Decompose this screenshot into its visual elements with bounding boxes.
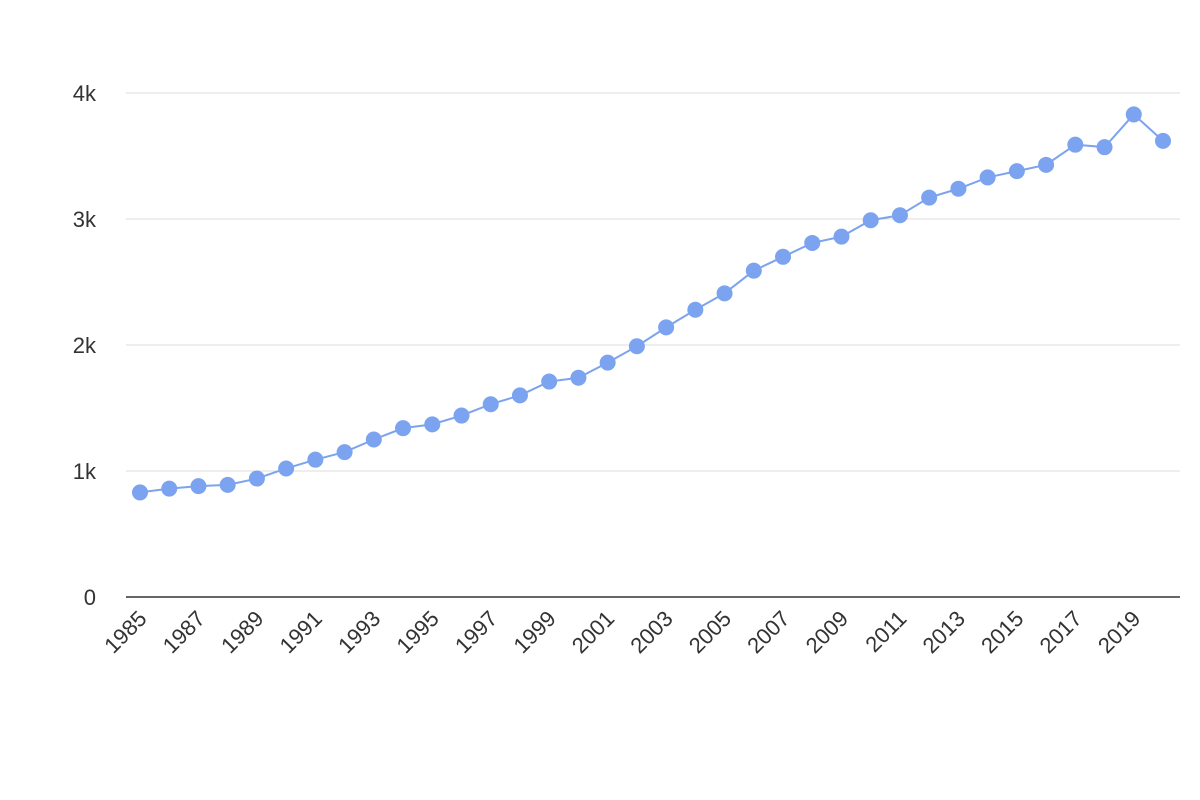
x-tick-label: 2007 — [742, 606, 794, 658]
x-tick-label: 1985 — [99, 606, 151, 658]
data-point-2005[interactable] — [716, 285, 733, 302]
data-point-2014[interactable] — [979, 169, 996, 186]
x-tick-label: 1999 — [508, 606, 560, 658]
gridlines — [126, 92, 1180, 472]
data-point-1986[interactable] — [161, 480, 178, 497]
x-tick-label: 2003 — [625, 606, 677, 658]
data-point-2006[interactable] — [745, 262, 762, 279]
x-tick-label: 1987 — [158, 606, 210, 658]
data-point-2007[interactable] — [775, 248, 792, 265]
data-point-2010[interactable] — [862, 212, 879, 229]
data-point-2020[interactable] — [1155, 132, 1171, 149]
data-point-1991[interactable] — [307, 451, 324, 468]
x-tick-label: 2005 — [684, 606, 736, 658]
data-point-1997[interactable] — [482, 396, 499, 413]
data-point-2015[interactable] — [1008, 163, 1025, 180]
data-point-2009[interactable] — [833, 228, 850, 245]
x-tick-label: 2017 — [1035, 606, 1087, 658]
y-axis: 0 1k 2k 3k 4k — [73, 81, 97, 610]
data-point-2019[interactable] — [1125, 106, 1142, 123]
data-point-2004[interactable] — [687, 301, 704, 318]
x-tick-label: 2001 — [567, 606, 619, 658]
data-point-1998[interactable] — [511, 387, 528, 404]
data-point-1992[interactable] — [336, 444, 353, 461]
x-axis: 1985 1987 1989 1991 1993 1995 1997 1999 2001 2003… — [99, 596, 1180, 658]
x-tick-label: 2011 — [860, 606, 911, 657]
data-point-2001[interactable] — [599, 354, 616, 371]
data-point-1990[interactable] — [278, 460, 295, 477]
y-tick-label: 0 — [84, 585, 96, 610]
data-point-2013[interactable] — [950, 180, 967, 197]
data-point-2002[interactable] — [628, 338, 645, 355]
x-tick-label: 1991 — [275, 606, 327, 658]
data-point-1993[interactable] — [365, 431, 382, 448]
x-tick-label: 2015 — [976, 606, 1028, 658]
data-point-1987[interactable] — [190, 478, 207, 495]
series — [132, 106, 1171, 501]
data-point-1989[interactable] — [248, 470, 265, 487]
data-point-2000[interactable] — [570, 369, 587, 386]
y-tick-label: 3k — [73, 207, 97, 232]
x-tick-label: 2009 — [801, 606, 853, 658]
y-tick-label: 2k — [73, 333, 97, 358]
data-point-2017[interactable] — [1067, 136, 1084, 153]
data-point-2011[interactable] — [891, 207, 908, 224]
data-point-1988[interactable] — [219, 476, 236, 493]
data-point-2003[interactable] — [658, 319, 675, 336]
data-point-1999[interactable] — [541, 373, 558, 390]
x-tick-label: 1993 — [333, 606, 385, 658]
y-tick-label: 4k — [73, 81, 97, 106]
x-tick-label: 1989 — [216, 606, 268, 658]
x-tick-label: 2019 — [1093, 606, 1145, 658]
data-point-1995[interactable] — [424, 416, 441, 433]
data-point-1985[interactable] — [132, 484, 148, 501]
data-point-2012[interactable] — [921, 189, 938, 206]
data-point-2008[interactable] — [804, 234, 821, 251]
data-point-2018[interactable] — [1096, 139, 1113, 156]
x-tick-label: 1995 — [392, 606, 444, 658]
x-tick-label: 1997 — [450, 606, 502, 658]
data-point-1996[interactable] — [453, 407, 470, 424]
x-tick-label: 2013 — [918, 606, 970, 658]
data-point-1994[interactable] — [395, 420, 412, 437]
y-tick-label: 1k — [73, 459, 97, 484]
data-point-2016[interactable] — [1038, 156, 1055, 173]
